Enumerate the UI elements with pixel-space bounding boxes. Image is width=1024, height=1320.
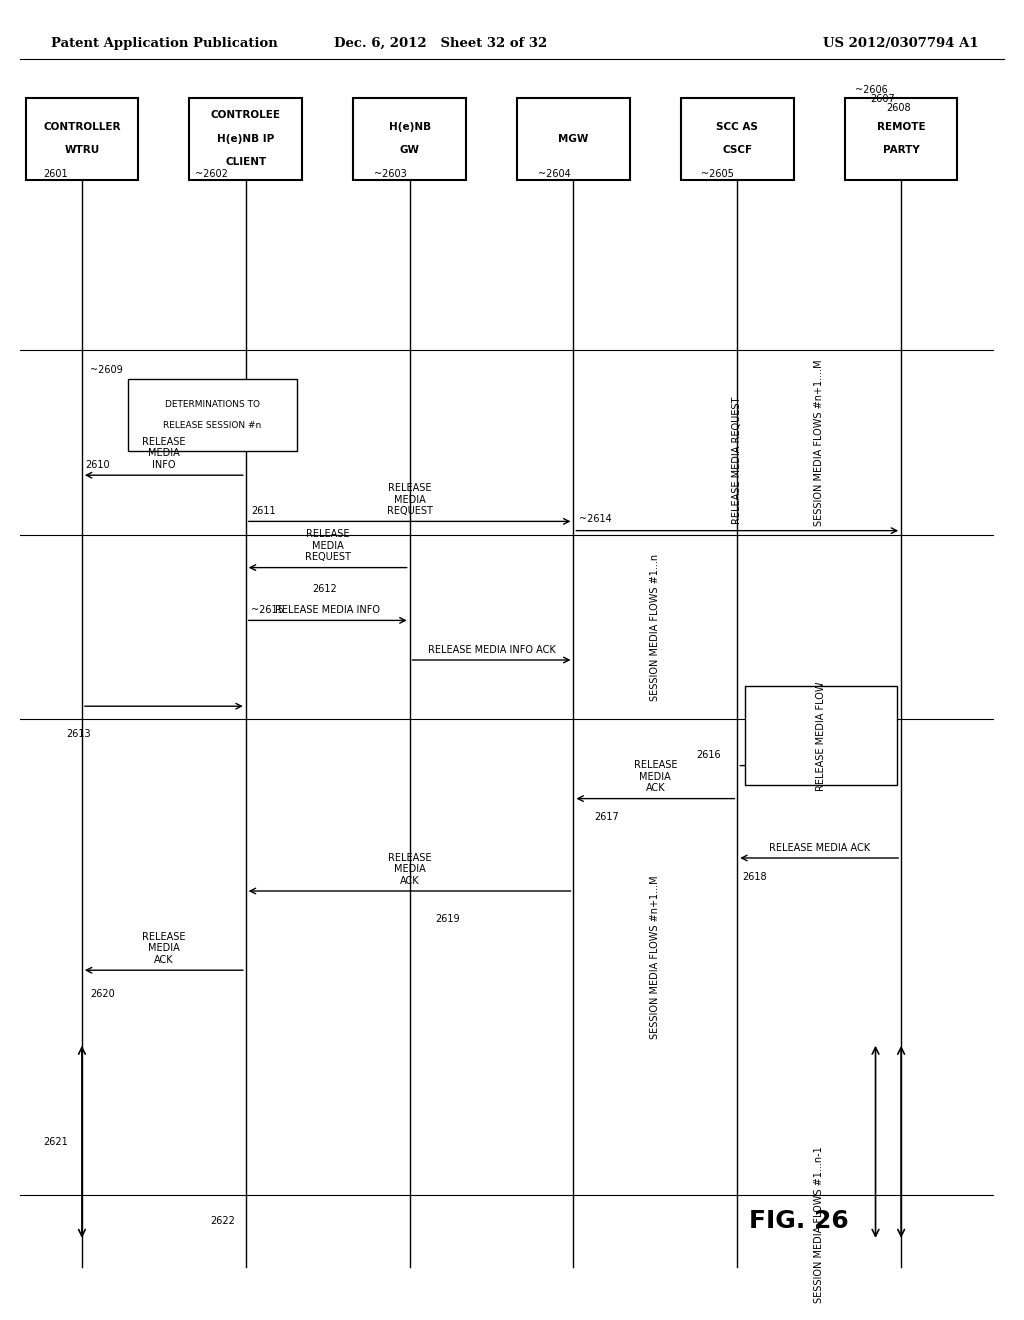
- Bar: [26, 98, 138, 180]
- Text: RELEASE
MEDIA
ACK: RELEASE MEDIA ACK: [634, 760, 677, 793]
- Bar: [128, 379, 297, 451]
- Text: ~2614: ~2614: [579, 513, 611, 524]
- Bar: [681, 98, 794, 180]
- Text: ~2605: ~2605: [701, 169, 734, 180]
- Text: DETERMINATIONS TO: DETERMINATIONS TO: [165, 400, 260, 409]
- Text: 2607: 2607: [870, 94, 895, 104]
- Text: CLIENT: CLIENT: [225, 157, 266, 168]
- Text: ~2615: ~2615: [251, 605, 284, 615]
- Bar: [189, 98, 302, 180]
- Text: 2620: 2620: [90, 989, 115, 999]
- Text: 2613: 2613: [67, 729, 91, 739]
- Text: RELEASE MEDIA FLOW: RELEASE MEDIA FLOW: [816, 682, 826, 791]
- Text: FIG. 26: FIG. 26: [749, 1209, 849, 1233]
- Text: 2622: 2622: [210, 1216, 234, 1226]
- Text: 2612: 2612: [312, 583, 337, 594]
- Bar: [745, 686, 897, 785]
- Text: 2601: 2601: [43, 169, 68, 180]
- Text: RELEASE MEDIA INFO: RELEASE MEDIA INFO: [275, 605, 380, 615]
- Text: ~2603: ~2603: [374, 169, 407, 180]
- Text: WTRU: WTRU: [65, 145, 99, 156]
- Text: ~2609: ~2609: [90, 364, 123, 375]
- Bar: [517, 98, 630, 180]
- Text: PARTY: PARTY: [883, 145, 920, 156]
- Text: 2618: 2618: [742, 871, 767, 882]
- Text: Dec. 6, 2012   Sheet 32 of 32: Dec. 6, 2012 Sheet 32 of 32: [334, 37, 547, 50]
- Bar: [845, 98, 957, 180]
- Text: CSCF: CSCF: [722, 145, 753, 156]
- Text: SESSION MEDIA FLOWS #1...n: SESSION MEDIA FLOWS #1...n: [650, 553, 660, 701]
- Text: CONTROLLER: CONTROLLER: [43, 121, 121, 132]
- Text: RELEASE
MEDIA
REQUEST: RELEASE MEDIA REQUEST: [387, 483, 432, 516]
- Text: ~2604: ~2604: [538, 169, 570, 180]
- Text: GW: GW: [399, 145, 420, 156]
- Text: 2616: 2616: [696, 750, 721, 760]
- Text: MGW: MGW: [558, 133, 589, 144]
- Text: CONTROLEE: CONTROLEE: [211, 110, 281, 120]
- Text: 2621: 2621: [43, 1137, 68, 1147]
- Text: REMOTE: REMOTE: [877, 121, 926, 132]
- Text: 2619: 2619: [435, 913, 460, 924]
- Text: H(e)NB: H(e)NB: [388, 121, 431, 132]
- Bar: [353, 98, 466, 180]
- Text: ~2606: ~2606: [855, 84, 888, 95]
- Text: ~2602: ~2602: [195, 169, 227, 180]
- Text: H(e)NB IP: H(e)NB IP: [217, 133, 274, 144]
- Text: RELEASE
MEDIA
REQUEST: RELEASE MEDIA REQUEST: [305, 529, 350, 562]
- Text: 2611: 2611: [251, 506, 275, 516]
- Text: 2617: 2617: [594, 812, 618, 822]
- Text: RELEASE MEDIA REQUEST: RELEASE MEDIA REQUEST: [732, 397, 742, 524]
- Text: 2610: 2610: [85, 459, 110, 470]
- Text: RELEASE MEDIA ACK: RELEASE MEDIA ACK: [769, 842, 869, 853]
- Text: RELEASE
MEDIA
ACK: RELEASE MEDIA ACK: [142, 932, 185, 965]
- Text: US 2012/0307794 A1: US 2012/0307794 A1: [823, 37, 979, 50]
- Text: RELEASE
MEDIA
ACK: RELEASE MEDIA ACK: [388, 853, 431, 886]
- Text: SCC AS: SCC AS: [717, 121, 758, 132]
- Text: SESSION MEDIA FLOWS #1...n-1: SESSION MEDIA FLOWS #1...n-1: [814, 1147, 824, 1303]
- Text: Patent Application Publication: Patent Application Publication: [51, 37, 278, 50]
- Text: RELEASE
MEDIA
INFO: RELEASE MEDIA INFO: [142, 437, 185, 470]
- Text: 2608: 2608: [886, 103, 910, 114]
- Text: SESSION MEDIA FLOWS #n+1...M: SESSION MEDIA FLOWS #n+1...M: [650, 875, 660, 1039]
- Text: SESSION MEDIA FLOWS #n+1....M: SESSION MEDIA FLOWS #n+1....M: [814, 359, 824, 525]
- Text: RELEASE MEDIA INFO ACK: RELEASE MEDIA INFO ACK: [428, 644, 555, 655]
- Text: RELEASE SESSION #n: RELEASE SESSION #n: [164, 421, 261, 430]
